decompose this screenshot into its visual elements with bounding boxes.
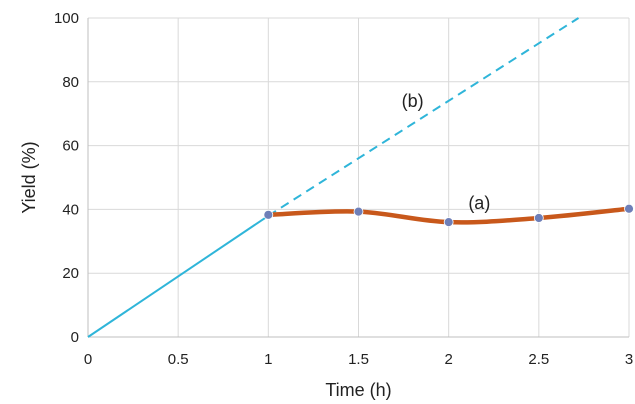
y-tick-label: 100 (54, 10, 79, 27)
data-point-a (353, 206, 364, 217)
x-tick-label: 0.5 (168, 351, 189, 368)
annotation-label: (a) (468, 193, 490, 213)
y-tick-label: 0 (71, 329, 79, 346)
y-axis-title: Yield (%) (19, 141, 39, 213)
series-line-b-solid (87, 214, 269, 338)
labels: 0 0.5 1 1.5 2 2.5 3 0 20 40 60 80 100 Time (h) Yield (… (19, 10, 633, 400)
grid (87, 17, 630, 338)
annotation-label: (b) (402, 91, 424, 111)
data-point-a (443, 217, 454, 228)
x-tick-label: 0 (84, 351, 92, 368)
x-axis-title: Time (h) (325, 380, 391, 400)
x-tick-label: 2.5 (528, 351, 549, 368)
data-point-a (533, 213, 544, 223)
data-point-a (263, 209, 274, 220)
series-line-b-dashed (267, 17, 580, 217)
markers (263, 203, 634, 228)
y-tick-label: 40 (62, 201, 79, 218)
data-point-a (624, 203, 634, 214)
axes (87, 18, 629, 338)
x-tick-label: 3 (625, 351, 633, 368)
x-tick-label: 1 (264, 351, 272, 368)
x-tick-label: 1.5 (348, 351, 369, 368)
y-tick-label: 20 (62, 265, 79, 282)
y-tick-label: 60 (62, 138, 79, 155)
y-tick-label: 80 (62, 74, 79, 91)
x-tick-label: 2 (444, 351, 452, 368)
